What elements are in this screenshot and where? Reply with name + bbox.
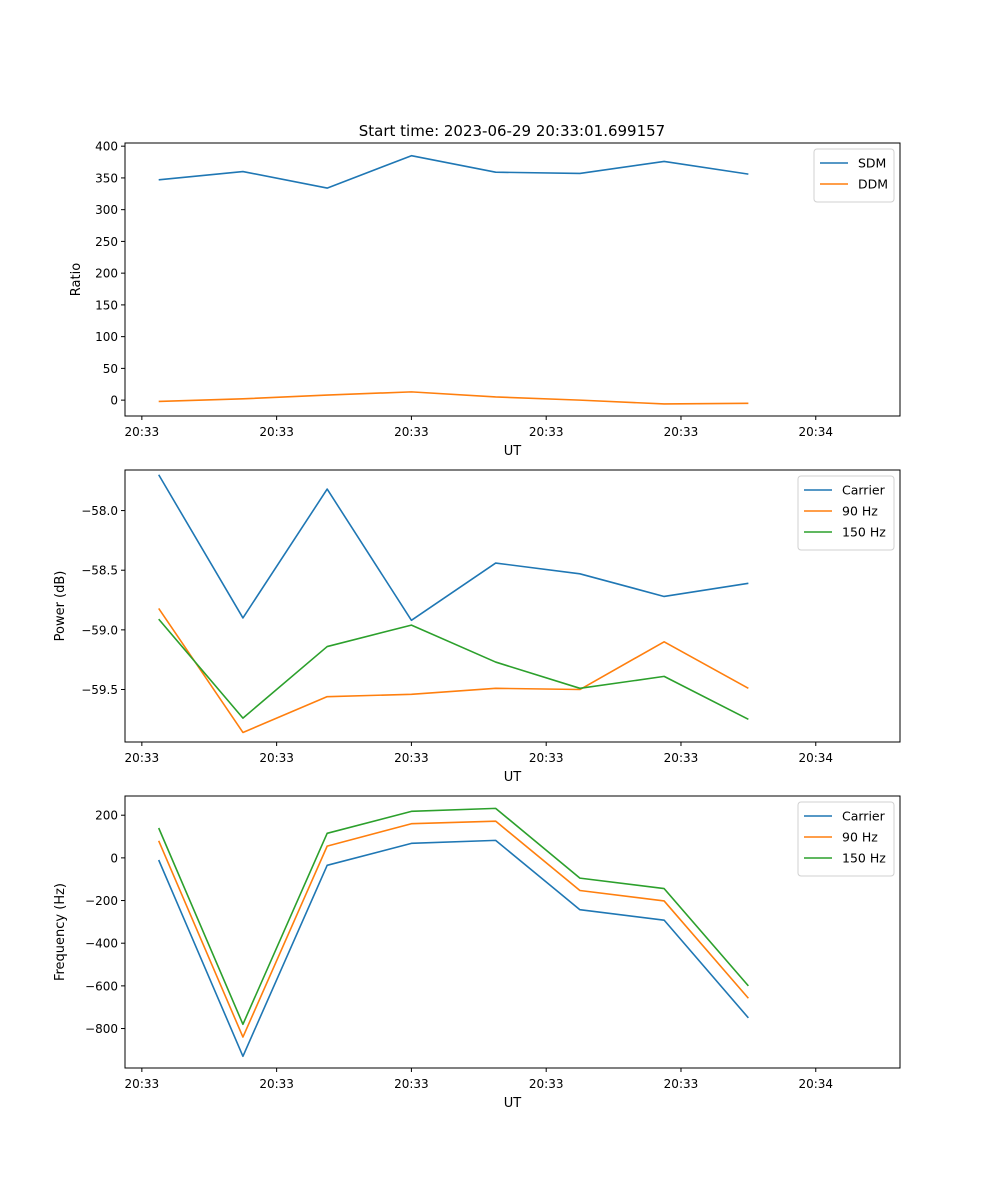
legend-label-150-hz: 150 Hz [842, 525, 886, 540]
series-line-150-hz [158, 618, 749, 721]
x-tick-label: 20:33 [529, 751, 564, 765]
x-axis-label: UT [504, 1096, 522, 1111]
y-tick-label: 250 [95, 235, 118, 249]
x-tick-label: 20:33 [125, 751, 160, 765]
x-tick-label: 20:33 [664, 751, 699, 765]
y-tick-label: 0 [110, 851, 118, 865]
axes-frame [124, 795, 901, 1069]
axes-frame [124, 142, 901, 417]
y-tick-label: 50 [103, 362, 118, 376]
y-tick-label: 0 [110, 394, 118, 408]
y-tick-label: 200 [95, 267, 118, 281]
legend-label-90-hz: 90 Hz [842, 830, 878, 845]
y-tick-label: 100 [95, 330, 118, 344]
legend-label-90-hz: 90 Hz [842, 504, 878, 519]
series-line-carrier [157, 839, 749, 1058]
legend-label-sdm: SDM [858, 156, 886, 171]
legend-label-carrier: Carrier [842, 483, 886, 498]
axes-frame [124, 469, 901, 743]
x-tick-label: 20:33 [125, 1077, 160, 1091]
subplot-3: 20:33 20:33 20:33 20:33 20:33 20:34 UT 200 0 −200… [53, 795, 901, 1111]
x-tick-label: 20:33 [259, 1077, 294, 1091]
y-tick-label: −800 [85, 1022, 118, 1036]
x-tick-label: 20:33 [259, 751, 294, 765]
x-tick-label: 20:33 [394, 425, 429, 439]
series-line-150-hz [157, 807, 749, 1026]
y-axis-label: Ratio [69, 263, 84, 296]
y-tick-label: 200 [95, 809, 118, 823]
subplot-2: 20:33 20:33 20:33 20:33 20:33 20:34 UT −58.0 −58… [53, 469, 901, 785]
x-tick-label: 20:33 [125, 425, 160, 439]
y-tick-label: −400 [85, 937, 118, 951]
y-axis-label: Power (dB) [53, 571, 68, 642]
x-tick-label: 20:34 [798, 425, 833, 439]
x-tick-label: 20:33 [394, 751, 429, 765]
y-tick-label: −58.5 [81, 564, 118, 578]
panels: 20:33 20:33 20:33 20:33 20:33 20:34 UT 0 50 100 15… [53, 140, 901, 1111]
legend: Carrier 90 Hz 150 Hz [797, 475, 895, 551]
x-tick-label: 20:34 [798, 751, 833, 765]
x-tick-label: 20:33 [664, 425, 699, 439]
legend: SDM DDM [813, 148, 895, 203]
legend-label-150-hz: 150 Hz [842, 851, 886, 866]
series-line-90-hz [157, 820, 749, 1038]
x-tick-label: 20:33 [394, 1077, 429, 1091]
series-line-90-hz [158, 607, 749, 734]
legend: Carrier 90 Hz 150 Hz [797, 801, 895, 877]
x-tick-label: 20:33 [664, 1077, 699, 1091]
legend-label-ddm: DDM [858, 177, 888, 192]
subplot-1: 20:33 20:33 20:33 20:33 20:33 20:34 UT 0 50 100 15… [69, 140, 901, 459]
series-line-ddm [158, 391, 749, 405]
y-tick-label: −59.0 [81, 623, 118, 637]
series-line-sdm [158, 154, 749, 189]
y-tick-label: −59.5 [81, 683, 118, 697]
x-tick-label: 20:33 [529, 1077, 564, 1091]
y-tick-label: 300 [95, 203, 118, 217]
figure-title: Start time: 2023-06-29 20:33:01.699157 [359, 122, 665, 140]
y-tick-label: 150 [95, 298, 118, 312]
legend-label-carrier: Carrier [842, 809, 886, 824]
series-line-carrier [158, 474, 749, 622]
y-tick-label: −58.0 [81, 504, 118, 518]
x-axis-label: UT [504, 770, 522, 785]
x-tick-label: 20:33 [529, 425, 564, 439]
y-tick-label: 400 [95, 140, 118, 154]
x-tick-label: 20:34 [798, 1077, 833, 1091]
x-axis-label: UT [504, 444, 522, 459]
y-tick-label: −600 [85, 979, 118, 993]
x-tick-label: 20:33 [259, 425, 294, 439]
y-tick-label: −200 [85, 894, 118, 908]
y-axis-label: Frequency (Hz) [53, 883, 68, 981]
y-tick-label: 350 [95, 171, 118, 185]
